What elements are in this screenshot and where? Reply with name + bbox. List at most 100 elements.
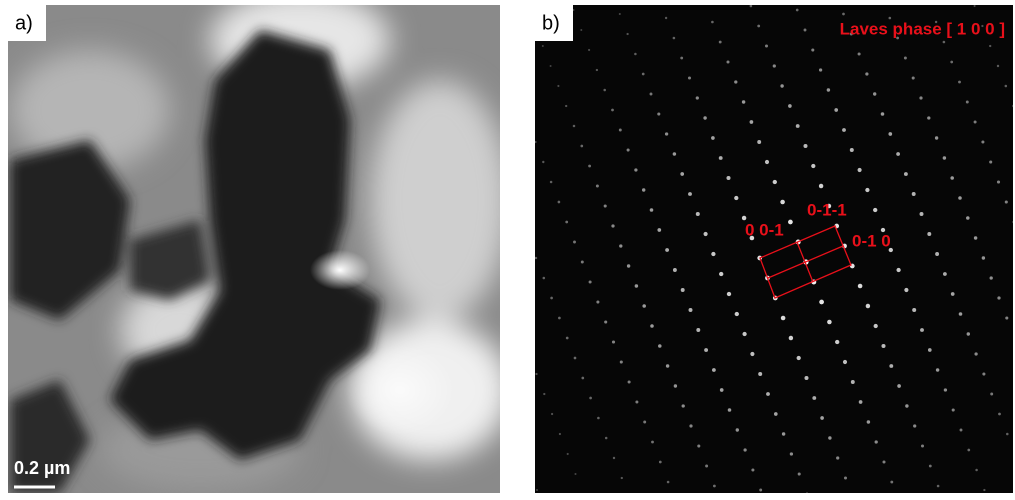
diffraction-spot (1006, 433, 1009, 436)
diffraction-spot (567, 453, 569, 455)
diffraction-spot (796, 124, 800, 128)
diffraction-spot (759, 489, 762, 492)
diffraction-spot (558, 201, 561, 204)
diffraction-spot (912, 192, 916, 196)
diffraction-spot (604, 320, 607, 323)
diffraction-spot (766, 392, 770, 396)
diffraction-spot (858, 284, 863, 289)
diffraction-spot (873, 92, 876, 95)
diffraction-spot (882, 460, 885, 463)
diffraction-spot (788, 104, 792, 108)
diffraction-spot (550, 181, 553, 184)
diffraction-spot (780, 200, 785, 205)
diffraction-spot (943, 156, 946, 159)
diffraction-spot (719, 41, 722, 44)
diffraction-spot (543, 277, 546, 280)
diffraction-spot (966, 101, 969, 104)
diffraction-spot (696, 328, 700, 332)
diffraction-spot (713, 485, 716, 488)
diffraction-spot (875, 440, 878, 443)
diffraction-spot (919, 96, 922, 99)
diffraction-spot (974, 236, 977, 239)
diffraction-spot (743, 448, 746, 451)
diffraction-spot (912, 308, 916, 312)
diffraction-spot (619, 244, 622, 247)
diffraction-spot (935, 252, 939, 256)
diffraction-spot (634, 53, 637, 56)
diffraction-spot (674, 384, 677, 387)
diffraction-spot (727, 292, 731, 296)
diffraction-spot (604, 204, 607, 207)
diffraction-spot (574, 357, 577, 360)
diffraction-spot (811, 164, 815, 168)
diffraction-spot (928, 348, 932, 352)
diffraction-spot (982, 372, 985, 375)
diffraction-spot (742, 332, 746, 336)
diffraction-spot (851, 380, 855, 384)
diffraction-spot (842, 13, 845, 16)
diffraction-spot (828, 436, 831, 439)
diffraction-spot (981, 140, 984, 143)
diffraction-spot (550, 297, 553, 300)
diffraction-spot (927, 116, 930, 119)
diffraction-spot (688, 76, 691, 79)
panel-label: b) (542, 12, 560, 34)
diffraction-spot (734, 196, 738, 200)
diffraction-spot (580, 29, 582, 31)
diffraction-spot (619, 13, 621, 15)
diffraction-spot (958, 196, 962, 200)
diffraction-spot (913, 424, 916, 427)
diffraction-spot (742, 100, 745, 103)
diffraction-spot (757, 25, 760, 28)
diffraction-spot (627, 264, 630, 267)
diffraction-spot (904, 172, 908, 176)
diffraction-spot (960, 429, 963, 432)
diffraction-spot (757, 140, 761, 144)
diffraction-spot (773, 180, 777, 184)
diffraction-spot (874, 324, 878, 328)
diffraction-spot (834, 108, 838, 112)
diffraction-spot (643, 421, 646, 424)
diffraction-spot (975, 469, 978, 472)
figure: a) 0.2 µm b) Laves phase [ 1 0 0 ] 0 0-1… (0, 0, 1015, 495)
diffraction-spot (734, 80, 737, 83)
diffraction-spot (667, 481, 670, 484)
diffraction-spot (581, 261, 584, 264)
diffraction-spot (565, 105, 567, 107)
diffraction-spot (804, 376, 808, 380)
diffraction-spot (580, 145, 583, 148)
diffraction-spot (596, 300, 599, 303)
diffraction-spot (680, 57, 683, 60)
diffraction-spot (904, 288, 908, 292)
diffraction-spot (635, 284, 638, 287)
diffraction-spot (557, 85, 559, 87)
diffraction-spot (657, 228, 661, 232)
phase-title: Laves phase [ 1 0 0 ] (840, 19, 1005, 38)
diffraction-spot (937, 485, 940, 488)
diffraction-spot (665, 132, 668, 135)
diffraction-spot (904, 57, 907, 60)
diffraction-spot (989, 45, 991, 47)
diffraction-spot (796, 9, 799, 12)
scale-label: 0.2 µm (14, 458, 70, 478)
diffraction-spot (997, 180, 1000, 183)
diffraction-spot (565, 221, 568, 224)
diffraction-spot (597, 417, 600, 420)
diffraction-spot (611, 224, 614, 227)
diffraction-spot (589, 397, 592, 400)
diffraction-spot (596, 69, 598, 71)
diffraction-spot (603, 89, 606, 92)
diffraction-spot (612, 340, 615, 343)
diffraction-spot (850, 148, 854, 152)
diffraction-spot (750, 120, 754, 124)
diffraction-spot (990, 276, 993, 279)
diffraction-spot (952, 408, 955, 411)
diffraction-spot (950, 61, 953, 64)
diffraction-spot (974, 120, 977, 123)
diffraction-spot (566, 337, 569, 340)
diffraction-spot (844, 476, 847, 479)
diffraction-spot (983, 489, 985, 491)
diffraction-spot (712, 368, 716, 372)
diffraction-spot (836, 456, 839, 459)
diffraction-spot (535, 257, 537, 259)
